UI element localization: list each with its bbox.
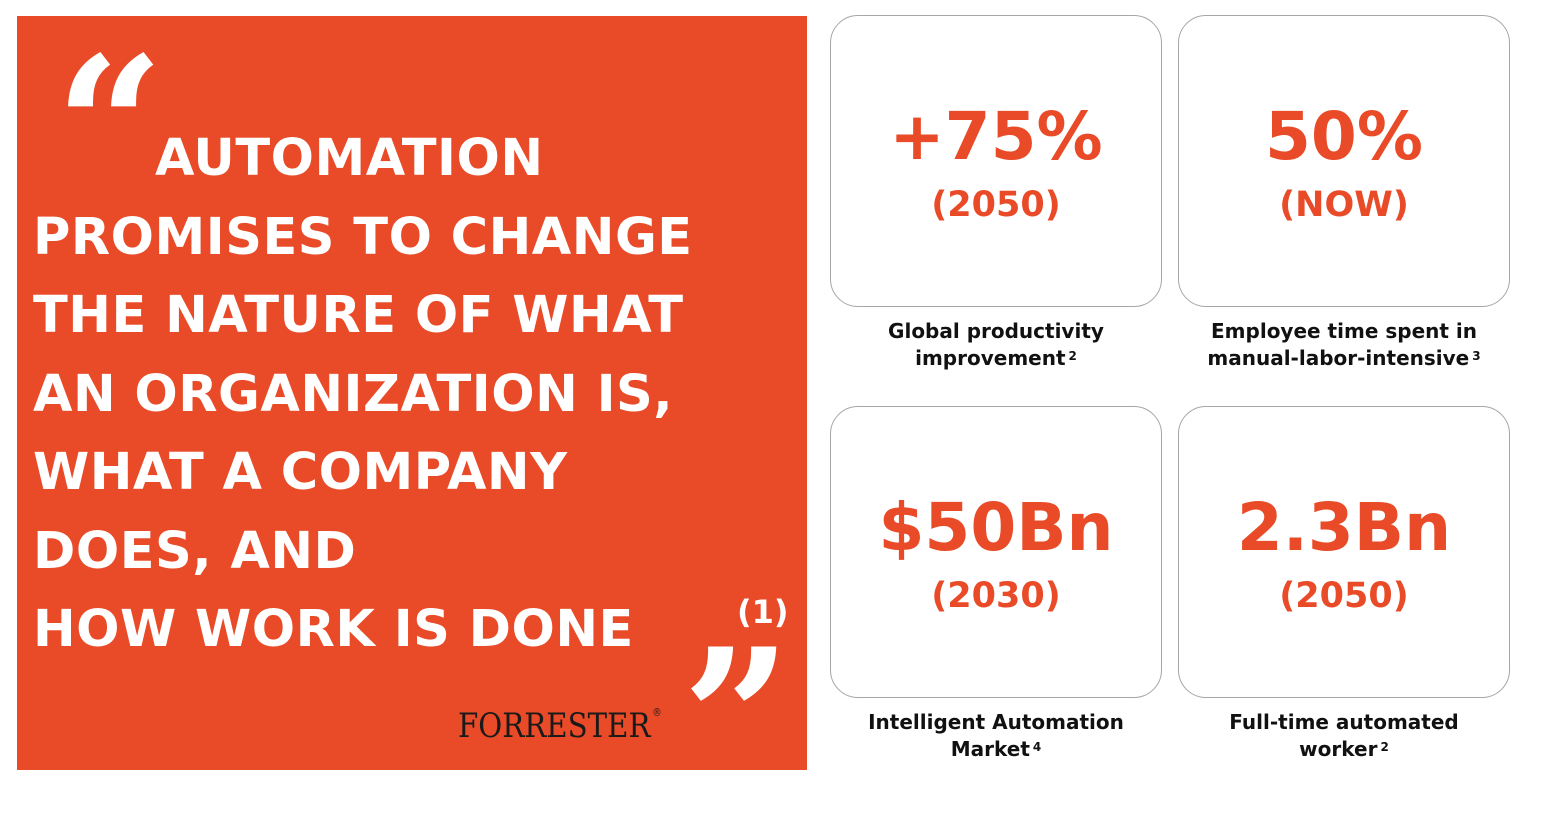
open-quote-icon: “	[55, 15, 165, 238]
stat-card-productivity: +75% (2050)	[830, 15, 1162, 307]
stat-card-ia-market: $50Bn (2030)	[830, 406, 1162, 698]
quote-line: AN ORGANIZATION IS,	[33, 364, 674, 424]
caption-footnote: 3	[1472, 349, 1481, 363]
stat-caption-employee-time: Employee time spent in manual-labor-inte…	[1178, 318, 1510, 372]
caption-line: manual-labor-intensive	[1207, 346, 1470, 370]
stat-value: $50Bn	[878, 489, 1114, 566]
caption-line: Full-time automated	[1229, 710, 1459, 734]
forrester-logo: FORRESTER ®	[458, 706, 662, 746]
logo-text: FORRESTER	[458, 706, 651, 746]
stat-card-employee-time: 50% (NOW)	[1178, 15, 1510, 307]
caption-footnote: 2	[1380, 740, 1389, 754]
stat-period: (NOW)	[1279, 185, 1409, 225]
stat-period: (2030)	[931, 576, 1061, 616]
registered-mark: ®	[652, 706, 662, 719]
quote-panel: “ AUTOMATION PROMISES TO CHANGE THE NATU…	[17, 15, 807, 814]
caption-line: Market	[950, 737, 1030, 761]
close-quote-icon: ”	[682, 607, 792, 830]
quote-text: AUTOMATION PROMISES TO CHANGE THE NATURE…	[33, 120, 773, 670]
stat-value: +75%	[889, 98, 1103, 175]
caption-line: Global productivity	[888, 319, 1104, 343]
quote-line: PROMISES TO CHANGE	[33, 207, 693, 267]
caption-footnote: 4	[1032, 740, 1042, 754]
stat-period: (2050)	[931, 185, 1061, 225]
stat-value: 2.3Bn	[1236, 489, 1452, 566]
caption-line: improvement	[915, 346, 1066, 370]
stat-caption-productivity: Global productivity improvement 2	[830, 318, 1162, 372]
quote-line: DOES, AND	[33, 521, 357, 581]
caption-line: Employee time spent in	[1211, 319, 1477, 343]
caption-footnote: 2	[1068, 349, 1077, 363]
quote-line: THE NATURE OF WHAT	[33, 286, 684, 345]
stat-caption-automated-worker: Full-time automated worker 2	[1178, 709, 1510, 763]
caption-line: worker	[1299, 737, 1378, 761]
stat-card-automated-worker: 2.3Bn (2050)	[1178, 406, 1510, 698]
quote-footnote: (1)	[737, 593, 789, 631]
caption-line: Intelligent Automation	[868, 710, 1124, 734]
stat-period: (2050)	[1279, 576, 1409, 616]
quote-line: HOW WORK IS DONE	[33, 600, 634, 659]
quote-line: AUTOMATION	[155, 129, 544, 188]
quote-line: WHAT A COMPANY	[33, 443, 568, 502]
stat-value: 50%	[1265, 98, 1423, 175]
stat-caption-ia-market: Intelligent Automation Market 4	[830, 709, 1162, 763]
